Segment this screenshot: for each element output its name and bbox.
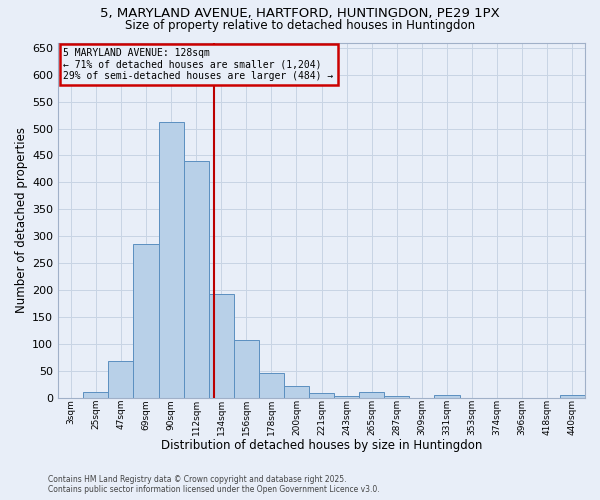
Bar [560,395,585,398]
Text: 5, MARYLAND AVENUE, HARTFORD, HUNTINGDON, PE29 1PX: 5, MARYLAND AVENUE, HARTFORD, HUNTINGDON… [100,8,500,20]
Bar [284,386,309,398]
Y-axis label: Number of detached properties: Number of detached properties [15,127,28,313]
Bar [434,396,460,398]
Bar [334,396,359,398]
Text: Size of property relative to detached houses in Huntingdon: Size of property relative to detached ho… [125,19,475,32]
Bar [234,340,259,398]
Text: Contains HM Land Registry data © Crown copyright and database right 2025.
Contai: Contains HM Land Registry data © Crown c… [48,474,380,494]
X-axis label: Distribution of detached houses by size in Huntingdon: Distribution of detached houses by size … [161,440,482,452]
Bar [83,392,109,398]
Bar [133,244,158,398]
Text: 5 MARYLAND AVENUE: 128sqm
← 71% of detached houses are smaller (1,204)
29% of se: 5 MARYLAND AVENUE: 128sqm ← 71% of detac… [64,48,334,81]
Bar [359,392,384,398]
Bar [259,373,284,398]
Bar [309,394,334,398]
Bar [184,161,209,398]
Bar [384,396,409,398]
Bar [209,294,234,398]
Bar [109,361,133,398]
Bar [158,122,184,398]
